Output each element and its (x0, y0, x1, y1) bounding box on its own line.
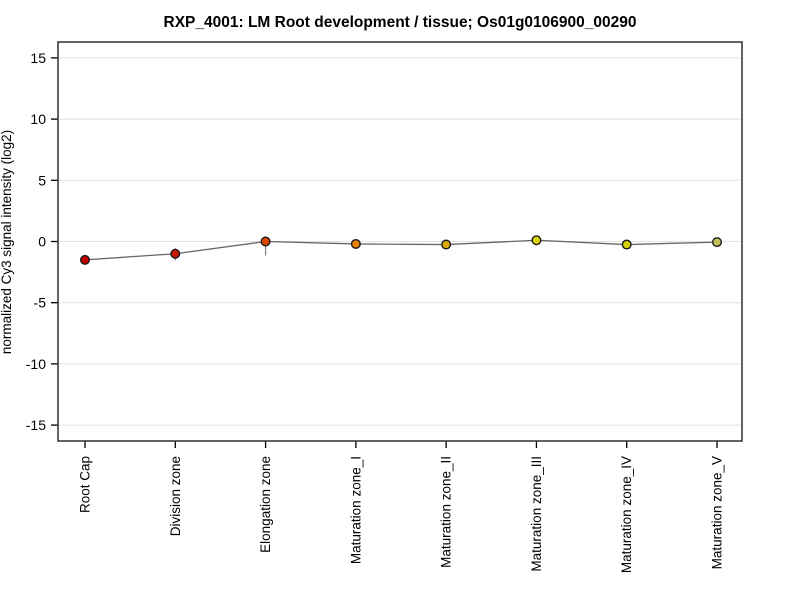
data-point (621, 239, 632, 250)
x-tick-label: Maturation zone_III (529, 456, 544, 572)
data-point (441, 239, 452, 250)
y-tick-label: 10 (30, 111, 46, 127)
data-point (170, 248, 181, 259)
series-layer (79, 235, 723, 265)
x-tick-label: Root Cap (78, 456, 93, 513)
plot-frame (57, 41, 743, 442)
data-point (712, 237, 723, 248)
y-tick-label: 5 (38, 172, 46, 188)
y-tick-label: 15 (30, 50, 46, 66)
y-tick-label: -15 (26, 417, 46, 433)
y-axis-label: normalized Cy3 signal intensity (log2) (0, 130, 14, 354)
data-point (531, 235, 542, 246)
data-point (260, 236, 271, 247)
x-tick-label: Maturation zone_II (439, 456, 454, 568)
x-tick-label: Maturation zone_I (348, 456, 363, 564)
data-point (350, 238, 361, 249)
grid-layer (58, 57, 742, 426)
chart-title: RXP_4001: LM Root development / tissue; … (164, 14, 637, 31)
axis-layer: 15 10 5 0 -5 -10 -15 Root Cap Division zone Elong… (26, 50, 725, 573)
x-tick-label: Division zone (168, 456, 183, 536)
y-tick-label: -10 (26, 356, 46, 372)
x-tick-label: Elongation zone (258, 456, 273, 553)
x-tick-label: Maturation zone_IV (619, 456, 634, 573)
y-tick-label: -5 (34, 295, 47, 311)
y-tick-label: 0 (38, 234, 46, 250)
x-tick-label: Maturation zone_V (710, 456, 725, 569)
frame-layer (57, 41, 743, 442)
data-point (79, 254, 90, 265)
series-line (84, 239, 718, 261)
